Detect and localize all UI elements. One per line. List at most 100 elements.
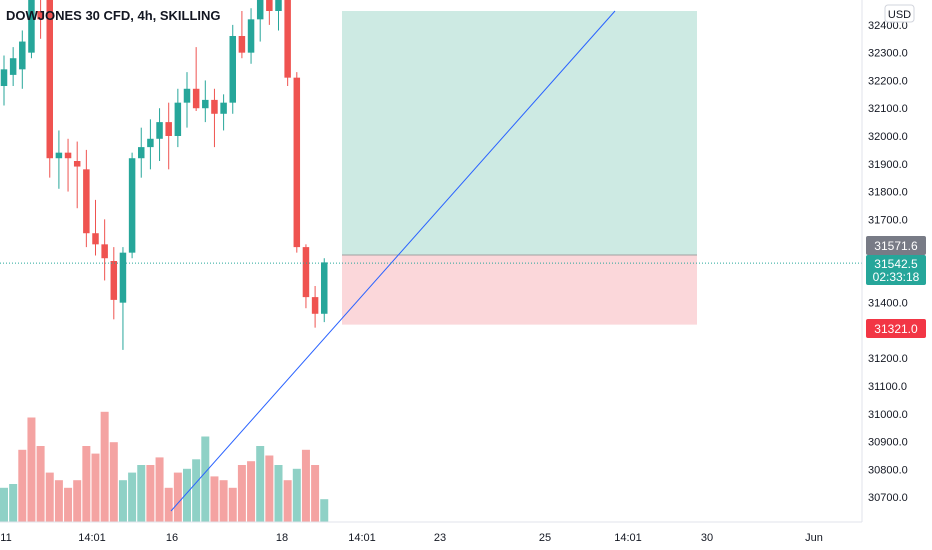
candle-body (238, 36, 246, 53)
candle[interactable] (174, 88, 182, 148)
candle-body (202, 99, 209, 109)
time-tick-label: 23 (434, 532, 446, 544)
price-tick-label: 30700.0 (868, 492, 908, 504)
time-tick-label: 14:01 (348, 532, 376, 544)
volume-bar (256, 446, 265, 522)
candle[interactable] (266, 0, 273, 25)
candle[interactable] (165, 102, 172, 170)
stop-price-label: 31321.0 (866, 319, 926, 338)
volume-bar (247, 461, 256, 522)
candle[interactable] (293, 72, 301, 253)
candle-body (211, 99, 218, 114)
price-tick-label: 31200.0 (868, 353, 908, 365)
volume-bar (9, 484, 18, 522)
price-tick-label: 31800.0 (868, 187, 908, 199)
volume-bar (228, 487, 237, 522)
candle[interactable] (55, 130, 63, 189)
volume-bar (73, 480, 82, 522)
candle[interactable] (202, 80, 209, 123)
candle-body (110, 261, 118, 300)
candle-body (46, 0, 53, 159)
candle[interactable] (275, 0, 282, 31)
candle[interactable] (238, 11, 246, 59)
candle-body (302, 247, 310, 298)
candle[interactable] (183, 72, 191, 128)
candle[interactable] (156, 108, 163, 161)
candle[interactable] (192, 47, 200, 111)
candle[interactable] (64, 138, 72, 192)
candle-body (83, 169, 90, 234)
candle-body (311, 297, 319, 314)
time-tick-label: 14:01 (614, 532, 642, 544)
candle[interactable] (46, 0, 54, 178)
candle[interactable] (37, 0, 44, 39)
candle[interactable] (211, 88, 218, 148)
bar-countdown-text: 02:33:18 (873, 270, 920, 284)
volume-bar (45, 472, 54, 522)
candle[interactable] (101, 219, 108, 281)
candle[interactable] (92, 199, 99, 256)
time-tick-label: 18 (276, 532, 288, 544)
candle[interactable] (119, 247, 127, 350)
time-axis[interactable]: 11 14:01 16 18 14:01 23 25 14:01 30 Jun (0, 532, 823, 544)
trendline[interactable] (170, 10, 616, 512)
candle[interactable] (128, 152, 136, 259)
volume-bar (27, 417, 36, 522)
volume-bar (54, 480, 63, 522)
candle-body (55, 152, 63, 159)
candle[interactable] (83, 149, 90, 248)
loss-zone[interactable] (342, 255, 697, 325)
candle[interactable] (0, 55, 8, 106)
price-tick-label: 32000.0 (868, 131, 908, 143)
candle-body (101, 244, 108, 259)
volume-bar (219, 480, 228, 522)
candle-body (119, 252, 127, 303)
candle-body (138, 147, 145, 159)
candle-body (275, 0, 282, 12)
candle-body (266, 0, 273, 11)
candle[interactable] (9, 47, 17, 86)
stop-price-text: 31321.0 (874, 322, 918, 336)
time-tick-label: 16 (166, 532, 178, 544)
candle[interactable] (73, 141, 81, 209)
candle[interactable] (284, 0, 291, 86)
volume-bar (311, 465, 320, 522)
candle[interactable] (256, 0, 264, 42)
price-tick-label: 32100.0 (868, 103, 908, 115)
candle[interactable] (19, 30, 26, 89)
volume-bar (109, 442, 118, 522)
price-tick-label: 31900.0 (868, 159, 908, 171)
price-tick-label: 31700.0 (868, 214, 908, 226)
price-tick-label: 30900.0 (868, 437, 908, 449)
candle[interactable] (247, 8, 255, 64)
volume-bar (100, 411, 109, 522)
candle-body (284, 0, 291, 78)
candle[interactable] (302, 244, 310, 309)
candle[interactable] (147, 119, 154, 170)
candle-body (183, 88, 191, 103)
candle-body (321, 262, 328, 314)
candle[interactable] (311, 286, 319, 328)
candle-body (0, 69, 8, 86)
volume-bar (36, 446, 45, 522)
volume-bar (183, 468, 191, 522)
volume-bar (146, 465, 155, 522)
volume-bar (0, 487, 8, 522)
candle-body (192, 88, 200, 109)
volume-bar (64, 487, 73, 522)
price-tick-label: 31100.0 (868, 381, 907, 393)
profit-zone[interactable] (342, 11, 697, 255)
currency-button[interactable]: USD (884, 4, 915, 23)
candle[interactable] (110, 247, 118, 320)
candle[interactable] (229, 24, 237, 114)
volume-bar (265, 455, 274, 522)
time-tick-label: 11 (0, 532, 11, 544)
price-tick-label: 32200.0 (868, 75, 908, 87)
candle[interactable] (138, 127, 145, 178)
candle[interactable] (220, 94, 227, 131)
volume-bar (274, 465, 283, 522)
candle[interactable] (321, 258, 328, 323)
candle[interactable] (28, 0, 35, 59)
volume-bar (292, 468, 301, 522)
